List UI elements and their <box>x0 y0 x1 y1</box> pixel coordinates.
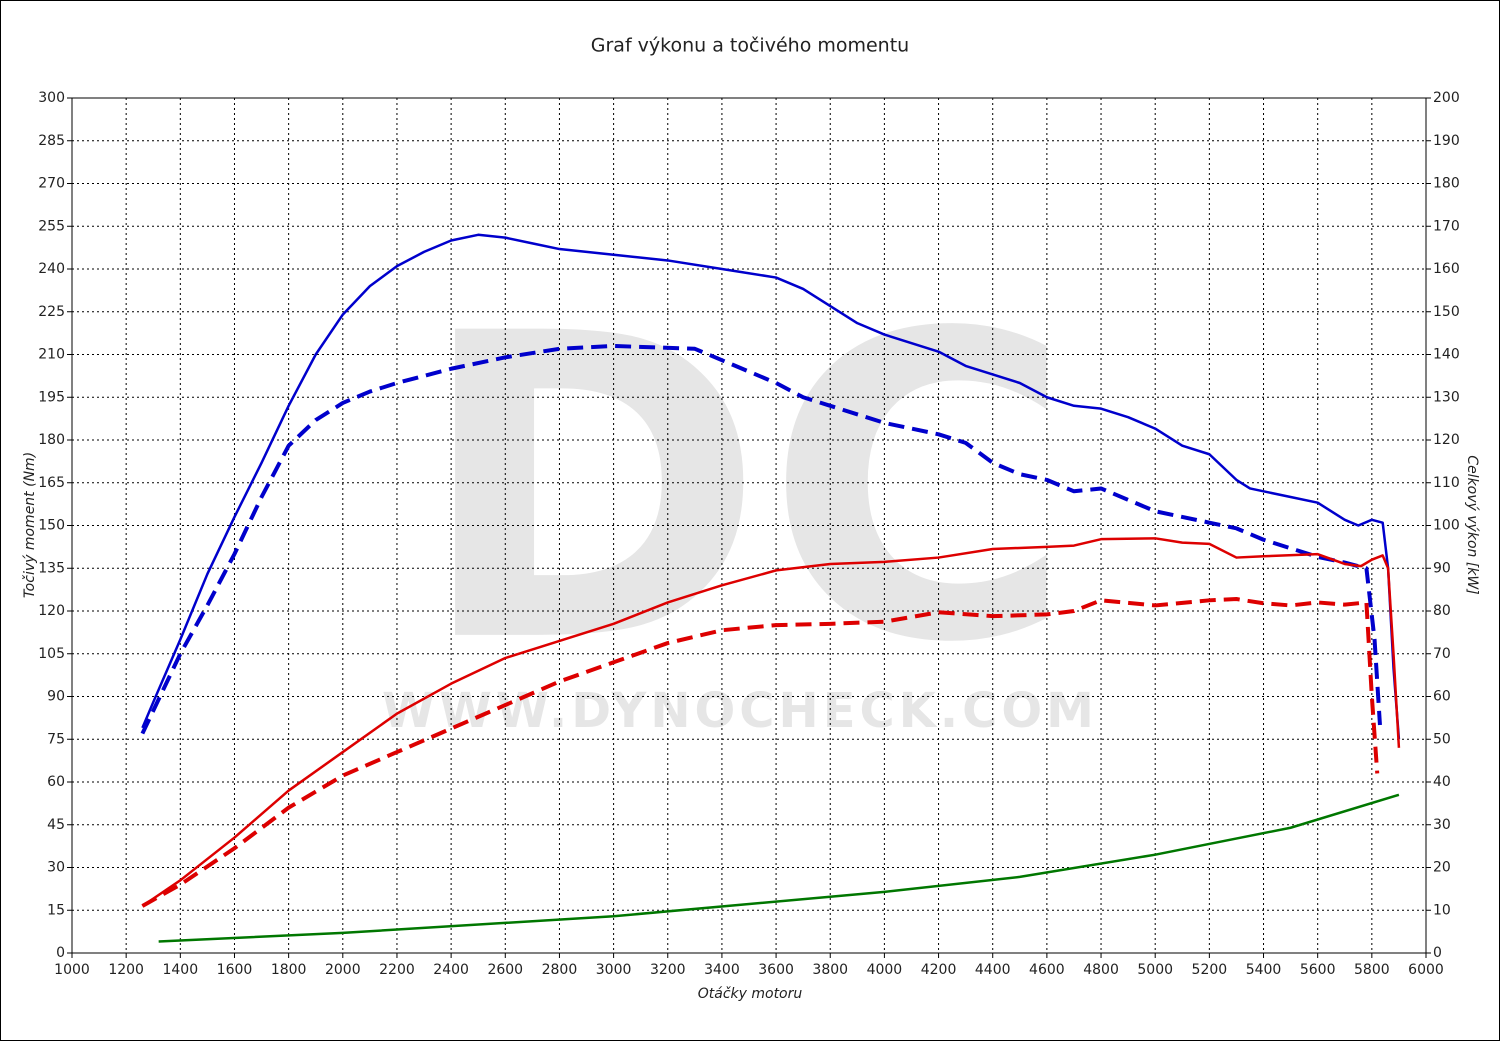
y-axis-label: Točivý moment (Nm) <box>22 452 38 598</box>
y2-tick-label: 110 <box>1433 475 1460 491</box>
x-tick-label: 2600 <box>487 962 523 978</box>
y2-tick-label: 70 <box>1433 646 1451 662</box>
x-tick-label: 5800 <box>1354 962 1390 978</box>
x-tick-label: 4200 <box>921 962 957 978</box>
y2-tick-label: 130 <box>1433 389 1460 405</box>
x-tick-label: 3200 <box>650 962 686 978</box>
series-line <box>141 597 1380 908</box>
series-line <box>158 793 1400 943</box>
y-tick-label: 0 <box>56 945 65 961</box>
y2-tick-label: 190 <box>1433 133 1460 149</box>
y-tick-label: 15 <box>47 902 65 918</box>
y-tick-label: 30 <box>47 860 65 876</box>
series-line <box>141 233 1401 740</box>
y-tick-label: 300 <box>38 90 65 106</box>
plot-border <box>71 97 1427 954</box>
y-tick-label: 150 <box>38 518 65 534</box>
x-tick-label: 3600 <box>758 962 794 978</box>
x-tick-label: 4600 <box>1029 962 1065 978</box>
y2-tick-label: 40 <box>1433 774 1451 790</box>
y2-tick-label: 200 <box>1433 90 1460 106</box>
x-tick-label: 2800 <box>542 962 578 978</box>
y-tick-label: 285 <box>38 133 65 149</box>
y-tick-label: 210 <box>38 347 65 363</box>
y2-tick-label: 160 <box>1433 261 1460 277</box>
y-tick-label: 60 <box>47 774 65 790</box>
x-tick-label: 1600 <box>217 962 253 978</box>
y2-tick-label: 90 <box>1433 560 1451 576</box>
x-tick-label: 5600 <box>1300 962 1336 978</box>
y-tick-label: 75 <box>47 731 65 747</box>
y2-axis-label: Celkový výkon [kW] <box>1464 455 1480 594</box>
x-tick-label: 3000 <box>596 962 632 978</box>
y2-tick-label: 30 <box>1433 817 1451 833</box>
x-tick-label: 2400 <box>433 962 469 978</box>
y-tick-label: 255 <box>38 218 65 234</box>
x-tick-label: 5000 <box>1137 962 1173 978</box>
x-tick-label: 1400 <box>162 962 198 978</box>
y2-tick-label: 140 <box>1433 347 1460 363</box>
y2-tick-label: 10 <box>1433 902 1451 918</box>
watermark-url: WWW.DYNOCHECK.COM <box>382 683 1098 739</box>
y2-tick-label: 20 <box>1433 860 1451 876</box>
y-tick-label: 240 <box>38 261 65 277</box>
x-tick-label: 4000 <box>867 962 903 978</box>
y2-tick-label: 80 <box>1433 603 1451 619</box>
y-tick-label: 105 <box>38 646 65 662</box>
y-tick-label: 165 <box>38 475 65 491</box>
y-tick-label: 120 <box>38 603 65 619</box>
x-tick-label: 3800 <box>812 962 848 978</box>
x-tick-label: 3400 <box>704 962 740 978</box>
x-tick-label: 4400 <box>975 962 1011 978</box>
x-tick-label: 1800 <box>271 962 307 978</box>
y2-tick-label: 180 <box>1433 176 1460 192</box>
x-tick-label: 5200 <box>1192 962 1228 978</box>
y2-tick-label: 60 <box>1433 689 1451 705</box>
series-line <box>140 343 1382 735</box>
x-tick-label: 2000 <box>325 962 361 978</box>
y2-tick-label: 50 <box>1433 731 1451 747</box>
y2-tick-label: 150 <box>1433 304 1460 320</box>
y-tick-label: 225 <box>38 304 65 320</box>
x-tick-label: 1200 <box>108 962 144 978</box>
y-tick-label: 45 <box>47 817 65 833</box>
y2-tick-label: 0 <box>1433 945 1442 961</box>
y-tick-label: 180 <box>38 432 65 448</box>
watermark: DC <box>417 246 1074 735</box>
x-tick-label: 4800 <box>1083 962 1119 978</box>
x-tick-label: 1000 <box>54 962 90 978</box>
y-tick-label: 90 <box>47 689 65 705</box>
x-tick-label: 6000 <box>1408 962 1444 978</box>
y2-tick-label: 100 <box>1433 518 1460 534</box>
y-tick-label: 195 <box>38 389 65 405</box>
y-tick-label: 270 <box>38 176 65 192</box>
x-tick-label: 2200 <box>379 962 415 978</box>
series-line <box>141 537 1401 908</box>
y2-tick-label: 170 <box>1433 218 1460 234</box>
x-axis-label: Otáčky motoru <box>698 986 803 1002</box>
x-tick-label: 5400 <box>1246 962 1282 978</box>
y2-tick-label: 120 <box>1433 432 1460 448</box>
chart-title: Graf výkonu a točivého momentu <box>591 35 909 57</box>
y-tick-label: 135 <box>38 560 65 576</box>
